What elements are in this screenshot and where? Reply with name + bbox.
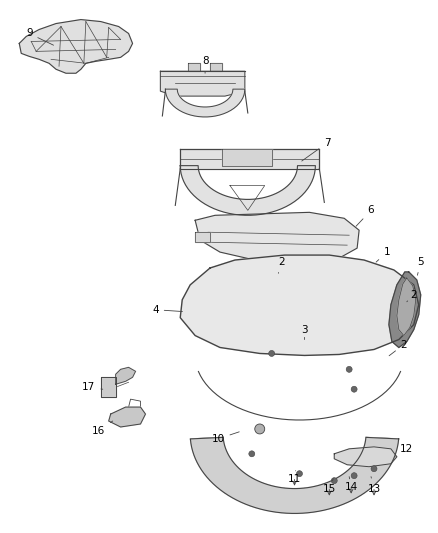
Circle shape <box>346 366 352 373</box>
Polygon shape <box>210 63 222 71</box>
Circle shape <box>249 451 255 457</box>
Polygon shape <box>165 89 245 117</box>
Text: 6: 6 <box>356 205 374 226</box>
Circle shape <box>351 473 357 479</box>
Text: 3: 3 <box>301 325 308 340</box>
Text: 11: 11 <box>288 471 301 483</box>
Circle shape <box>268 351 275 357</box>
Polygon shape <box>116 367 135 384</box>
Text: 1: 1 <box>376 247 390 262</box>
Polygon shape <box>195 212 359 263</box>
Polygon shape <box>191 438 399 513</box>
Text: 2: 2 <box>278 257 285 273</box>
Text: 9: 9 <box>26 28 53 45</box>
Text: 5: 5 <box>417 257 424 275</box>
Polygon shape <box>180 255 419 356</box>
Polygon shape <box>222 149 272 166</box>
Polygon shape <box>334 447 397 467</box>
Text: 2: 2 <box>407 290 417 302</box>
Polygon shape <box>397 278 416 336</box>
Polygon shape <box>160 71 245 96</box>
Circle shape <box>351 386 357 392</box>
Text: 7: 7 <box>302 138 331 161</box>
Polygon shape <box>195 232 210 242</box>
Circle shape <box>371 466 377 472</box>
Circle shape <box>297 471 303 477</box>
Text: 4: 4 <box>152 305 183 314</box>
Text: 13: 13 <box>367 477 381 494</box>
Text: 2: 2 <box>389 340 407 356</box>
Text: 14: 14 <box>345 477 358 491</box>
Circle shape <box>255 424 265 434</box>
Polygon shape <box>101 377 116 397</box>
Polygon shape <box>188 63 200 71</box>
Polygon shape <box>19 20 133 73</box>
Circle shape <box>331 478 337 483</box>
Polygon shape <box>389 272 421 348</box>
Text: 12: 12 <box>395 444 413 457</box>
Text: 15: 15 <box>323 479 336 494</box>
Text: 17: 17 <box>82 382 103 392</box>
Polygon shape <box>180 149 319 168</box>
Text: 16: 16 <box>92 421 113 436</box>
Polygon shape <box>180 166 315 215</box>
Polygon shape <box>109 407 145 427</box>
Text: 8: 8 <box>202 56 208 73</box>
Text: 10: 10 <box>212 432 239 444</box>
